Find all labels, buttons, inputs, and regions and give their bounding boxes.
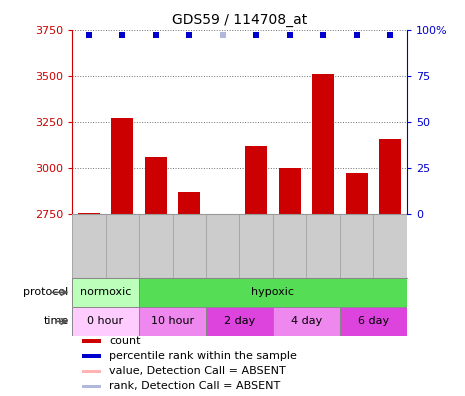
Bar xyxy=(82,369,100,373)
Bar xyxy=(78,213,100,215)
Bar xyxy=(246,146,267,215)
Text: percentile rank within the sample: percentile rank within the sample xyxy=(109,351,297,361)
Text: count: count xyxy=(109,336,140,346)
Text: 10 hour: 10 hour xyxy=(151,316,194,326)
Text: protocol: protocol xyxy=(23,287,69,297)
Bar xyxy=(145,157,166,215)
Bar xyxy=(82,354,100,358)
Text: normoxic: normoxic xyxy=(80,287,131,297)
Bar xyxy=(72,307,139,336)
Text: value, Detection Call = ABSENT: value, Detection Call = ABSENT xyxy=(109,366,286,376)
Text: time: time xyxy=(43,316,69,326)
Bar xyxy=(273,307,340,336)
Bar xyxy=(139,278,407,307)
Bar xyxy=(379,139,401,215)
Text: 0 hour: 0 hour xyxy=(87,316,124,326)
Text: 4 day: 4 day xyxy=(291,316,322,326)
Bar xyxy=(82,385,100,388)
Bar xyxy=(340,307,407,336)
Bar xyxy=(72,278,139,307)
Bar xyxy=(112,118,133,215)
Text: rank, Detection Call = ABSENT: rank, Detection Call = ABSENT xyxy=(109,381,280,391)
Text: hypoxic: hypoxic xyxy=(252,287,294,297)
Title: GDS59 / 114708_at: GDS59 / 114708_at xyxy=(172,13,307,27)
Bar xyxy=(82,339,100,343)
Text: 2 day: 2 day xyxy=(224,316,255,326)
Bar xyxy=(346,173,367,215)
Bar xyxy=(312,74,334,215)
Bar xyxy=(279,168,300,215)
Text: 6 day: 6 day xyxy=(358,316,389,326)
Bar xyxy=(139,307,206,336)
Bar xyxy=(206,307,273,336)
Bar xyxy=(179,192,200,215)
